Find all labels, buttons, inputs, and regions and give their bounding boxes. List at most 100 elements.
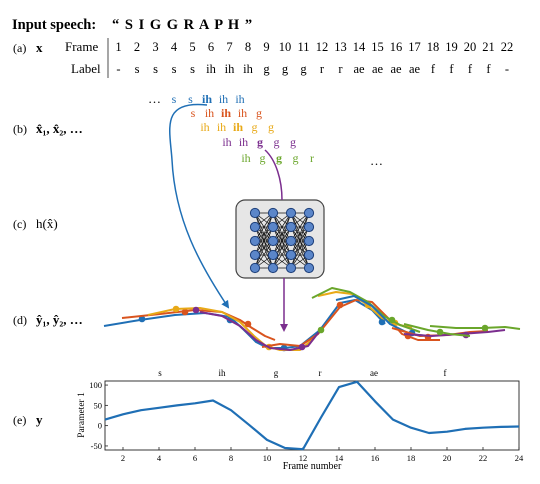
frame-header: Frame — [65, 39, 98, 54]
label-header: Label — [71, 61, 101, 76]
frame-label: - — [116, 62, 120, 76]
frame-label: ae — [372, 62, 384, 76]
window-token: ih — [205, 106, 214, 120]
window-token: r — [310, 151, 314, 165]
frame-number: 4 — [171, 40, 178, 54]
frame-number: 7 — [226, 40, 232, 54]
network-node — [249, 235, 261, 247]
frame-number: 8 — [245, 40, 251, 54]
row-c-tag: (c) — [13, 217, 26, 231]
network-node — [267, 262, 279, 274]
window-token: ih — [221, 106, 231, 120]
phoneme-label: ae — [370, 368, 378, 378]
network-edge — [290, 212, 310, 242]
frame-label: ae — [353, 62, 365, 76]
frame-number: 11 — [297, 40, 309, 54]
ellipsis-left: … — [148, 91, 161, 106]
frame-number: 12 — [316, 40, 329, 54]
window-token: s — [191, 106, 196, 120]
prediction-curve — [311, 287, 421, 333]
network-node — [267, 249, 279, 261]
network-node — [285, 207, 297, 219]
network-node — [303, 249, 315, 261]
network-node — [285, 262, 297, 274]
prediction-point — [244, 320, 252, 328]
window-token: g — [256, 106, 262, 120]
network-edge — [272, 212, 292, 256]
input-speech-value: “ S I G G R A P H ” — [112, 17, 253, 33]
frame-number: 6 — [208, 40, 214, 54]
frame-number: 2 — [134, 40, 140, 54]
frame-label: s — [153, 62, 158, 76]
window-token: g — [293, 151, 299, 165]
frame-label: s — [190, 62, 195, 76]
network-node — [249, 207, 261, 219]
row-a-tag: (a) — [13, 41, 26, 55]
purple-input-arrow — [264, 149, 283, 201]
blue-flow-arrow — [169, 103, 230, 309]
prediction-point — [138, 315, 146, 323]
frame-number: 1 — [115, 40, 121, 54]
window-token: ih — [238, 106, 247, 120]
phoneme-label: s — [158, 368, 162, 378]
network-node — [303, 262, 315, 274]
frame-label: r — [338, 62, 343, 76]
frame-label: g — [300, 62, 307, 76]
frame-label: f — [468, 62, 473, 76]
frame-label: f — [431, 62, 436, 76]
network-edge — [254, 212, 274, 242]
window-token-grid: s s ih ih ihs ih ih ih gih ih ih g gih ih g g gih g g g r — [172, 92, 314, 165]
window-token: ih — [233, 120, 243, 134]
row-d-tag: (d) — [13, 313, 27, 327]
prediction-point — [378, 318, 386, 326]
network-edge — [290, 240, 310, 269]
window-token: g — [257, 135, 263, 149]
x-tick-label: 6 — [193, 453, 197, 463]
frame-number: 9 — [263, 40, 269, 54]
prediction-curve — [147, 307, 313, 351]
series-line — [104, 380, 520, 451]
frame-number: 13 — [334, 40, 347, 54]
x-tick-label: 18 — [407, 453, 416, 463]
window-token: ih — [235, 92, 244, 106]
prediction-point — [317, 326, 325, 334]
network-node — [285, 221, 297, 233]
frame-number: 10 — [279, 40, 292, 54]
frame-label: s — [172, 62, 177, 76]
frame-label: ih — [243, 62, 253, 76]
phoneme-label: r — [319, 368, 322, 378]
window-token: ih — [217, 120, 226, 134]
row-c-symbol: h(x̂) — [36, 216, 58, 231]
prediction-point — [388, 316, 396, 324]
frame-number: 5 — [189, 40, 195, 54]
prediction-curve — [429, 325, 521, 330]
window-token: s — [188, 92, 193, 106]
frame-number: 3 — [152, 40, 158, 54]
phoneme-labels: s ih g r ae f — [158, 368, 446, 378]
x-tick-label: 16 — [371, 453, 380, 463]
prediction-point — [298, 343, 306, 351]
network-node — [249, 262, 261, 274]
frame-label: f — [449, 62, 454, 76]
network-node — [303, 207, 315, 219]
frame-number: 16 — [390, 40, 403, 54]
frame-label: g — [263, 62, 270, 76]
window-token: g — [260, 151, 266, 165]
window-token: s — [172, 92, 177, 106]
frame-label: r — [320, 62, 325, 76]
row-a-symbol: x — [36, 40, 43, 55]
frame-label: g — [282, 62, 289, 76]
prediction-point — [172, 305, 180, 313]
frame-number: 14 — [353, 40, 366, 54]
row-e-symbol: y — [36, 412, 43, 427]
y-axis-label: Parameter 1 — [77, 392, 87, 438]
window-token: g — [276, 151, 282, 165]
network-edge — [290, 226, 310, 269]
x-tick-label: 8 — [229, 453, 233, 463]
network-node — [249, 221, 261, 233]
chart-frame — [104, 380, 520, 451]
network-edge — [272, 240, 292, 269]
frame-label: ih — [225, 62, 235, 76]
x-tick-label: 22 — [479, 453, 488, 463]
phoneme-label: ih — [218, 368, 226, 378]
